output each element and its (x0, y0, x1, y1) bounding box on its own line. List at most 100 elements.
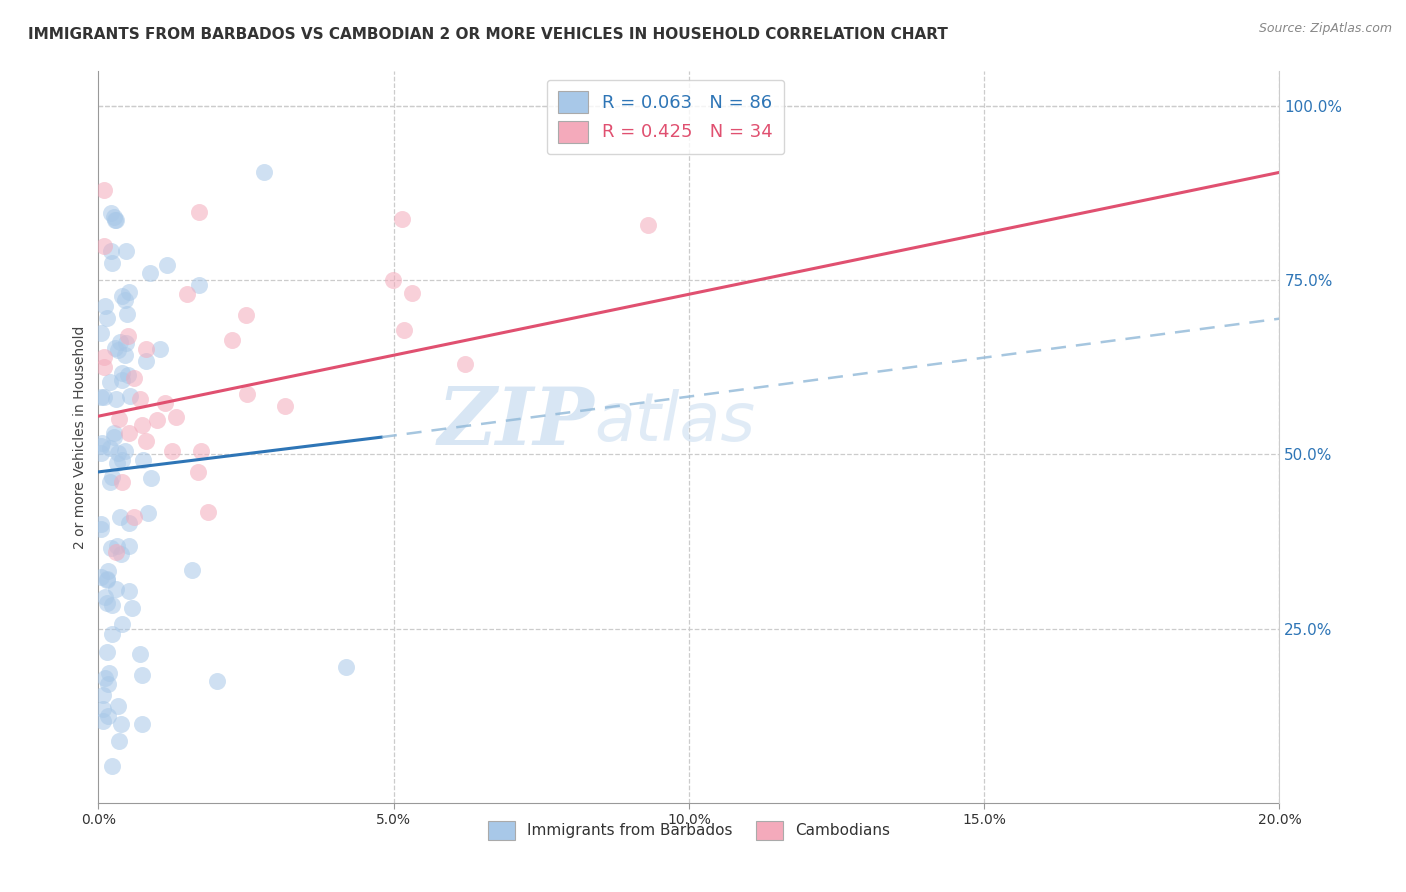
Point (97, 677, 120, 691)
Point (107, 446, 129, 460)
Point (115, 244, 138, 258)
Point (105, 392, 128, 407)
Point (93, 238, 115, 252)
Point (235, 386, 257, 401)
Point (114, 293, 136, 308)
Point (132, 452, 155, 467)
Point (205, 673, 228, 688)
Point (94, 671, 117, 685)
Point (91, 436, 114, 450)
Point (104, 341, 127, 355)
Point (94, 590, 117, 604)
Point (176, 287, 198, 301)
Point (391, 211, 413, 226)
Point (105, 545, 128, 559)
Point (165, 410, 187, 425)
Point (97, 564, 120, 578)
Point (93, 299, 115, 313)
Point (131, 717, 153, 731)
Point (118, 584, 141, 599)
Point (108, 734, 131, 748)
Point (107, 698, 129, 713)
Point (100, 598, 122, 612)
Point (221, 333, 243, 347)
Point (96, 645, 118, 659)
Point (110, 509, 132, 524)
Point (104, 212, 127, 227)
Legend: Immigrants from Barbados, Cambodians: Immigrants from Barbados, Cambodians (481, 814, 897, 847)
Point (128, 392, 150, 406)
Point (111, 289, 134, 303)
Point (121, 601, 143, 615)
Point (122, 371, 145, 385)
Y-axis label: 2 or more Vehicles in Household: 2 or more Vehicles in Household (73, 326, 87, 549)
Point (93, 359, 115, 374)
Point (90, 391, 112, 405)
Point (90, 438, 112, 452)
Point (335, 660, 357, 674)
Point (108, 334, 131, 349)
Point (90, 446, 112, 460)
Point (394, 323, 416, 337)
Point (138, 266, 160, 280)
Point (93, 390, 115, 404)
Point (104, 212, 127, 227)
Point (118, 425, 141, 440)
Point (118, 539, 141, 553)
Point (107, 343, 129, 357)
Point (118, 516, 141, 530)
Point (111, 475, 134, 490)
Point (100, 256, 122, 270)
Point (180, 563, 202, 577)
Point (98, 376, 121, 390)
Point (91, 714, 114, 728)
Point (105, 456, 128, 470)
Point (187, 204, 209, 219)
Point (103, 430, 125, 444)
Point (103, 210, 125, 224)
Point (253, 165, 276, 179)
Point (401, 285, 423, 300)
Point (120, 389, 142, 403)
Point (117, 329, 139, 343)
Text: atlas: atlas (595, 390, 755, 456)
Point (131, 418, 153, 433)
Point (90, 326, 112, 340)
Point (111, 373, 134, 387)
Text: ZIP: ZIP (437, 384, 595, 461)
Point (114, 443, 136, 458)
Point (93, 350, 115, 364)
Point (100, 475, 122, 489)
Point (100, 759, 122, 773)
Point (96, 311, 118, 326)
Point (91, 702, 114, 716)
Point (153, 396, 176, 410)
Point (100, 206, 122, 220)
Point (187, 278, 209, 293)
Point (110, 716, 132, 731)
Point (382, 273, 405, 287)
Point (131, 668, 153, 682)
Point (93, 183, 115, 197)
Point (97, 709, 120, 723)
Point (141, 471, 163, 485)
Point (235, 308, 257, 322)
Point (122, 510, 145, 524)
Point (105, 539, 128, 553)
Point (149, 342, 172, 356)
Point (197, 505, 219, 519)
Point (128, 647, 150, 661)
Point (96, 572, 118, 586)
Point (637, 218, 659, 232)
Point (100, 541, 122, 556)
Point (108, 412, 131, 426)
Point (118, 285, 141, 299)
Point (146, 412, 169, 426)
Point (135, 353, 157, 368)
Point (103, 426, 125, 441)
Point (90, 522, 112, 536)
Point (136, 506, 159, 520)
Point (111, 453, 134, 467)
Text: Source: ZipAtlas.com: Source: ZipAtlas.com (1258, 22, 1392, 36)
Point (115, 307, 138, 321)
